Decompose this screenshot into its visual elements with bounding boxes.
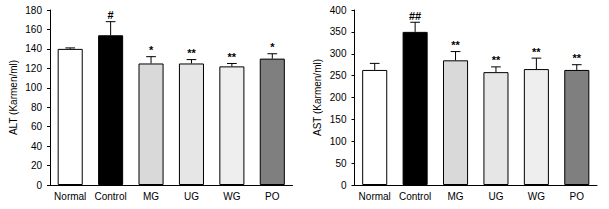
svg-text:WG: WG bbox=[223, 191, 240, 202]
svg-text:60: 60 bbox=[31, 121, 43, 132]
svg-text:*: * bbox=[270, 41, 275, 53]
svg-text:Normal: Normal bbox=[359, 191, 391, 202]
svg-text:PO: PO bbox=[265, 191, 280, 202]
svg-text:300: 300 bbox=[330, 48, 347, 59]
svg-text:180: 180 bbox=[25, 5, 42, 16]
svg-text:ALT (Karmen/ml): ALT (Karmen/ml) bbox=[8, 60, 19, 135]
svg-text:*: * bbox=[149, 44, 154, 56]
svg-text:**: ** bbox=[228, 51, 237, 63]
svg-text:50: 50 bbox=[335, 158, 347, 169]
svg-text:20: 20 bbox=[31, 160, 43, 171]
svg-text:150: 150 bbox=[330, 114, 347, 125]
svg-text:140: 140 bbox=[25, 43, 42, 54]
svg-text:100: 100 bbox=[330, 136, 347, 147]
svg-text:Control: Control bbox=[95, 191, 127, 202]
svg-text:400: 400 bbox=[330, 5, 347, 16]
svg-text:#: # bbox=[108, 9, 114, 21]
svg-text:WG: WG bbox=[528, 191, 545, 202]
svg-text:PO: PO bbox=[570, 191, 585, 202]
svg-text:0: 0 bbox=[36, 180, 42, 191]
svg-text:80: 80 bbox=[31, 102, 43, 113]
svg-text:**: ** bbox=[573, 52, 582, 64]
svg-text:UG: UG bbox=[488, 191, 503, 202]
svg-text:UG: UG bbox=[184, 191, 199, 202]
svg-text:**: ** bbox=[492, 54, 501, 66]
svg-text:**: ** bbox=[532, 46, 541, 58]
svg-text:100: 100 bbox=[25, 82, 42, 93]
svg-text:AST (Karmen/ml): AST (Karmen/ml) bbox=[312, 59, 323, 136]
svg-text:##: ## bbox=[409, 10, 421, 22]
svg-text:0: 0 bbox=[341, 180, 347, 191]
svg-text:350: 350 bbox=[330, 26, 347, 37]
svg-text:160: 160 bbox=[25, 24, 42, 35]
svg-text:40: 40 bbox=[31, 141, 43, 152]
svg-text:200: 200 bbox=[330, 92, 347, 103]
svg-text:MG: MG bbox=[447, 191, 463, 202]
svg-text:Normal: Normal bbox=[54, 191, 86, 202]
svg-text:MG: MG bbox=[143, 191, 159, 202]
svg-text:**: ** bbox=[187, 47, 196, 59]
svg-text:Control: Control bbox=[399, 191, 431, 202]
svg-text:120: 120 bbox=[25, 63, 42, 74]
svg-text:250: 250 bbox=[330, 70, 347, 81]
svg-text:**: ** bbox=[451, 39, 460, 51]
